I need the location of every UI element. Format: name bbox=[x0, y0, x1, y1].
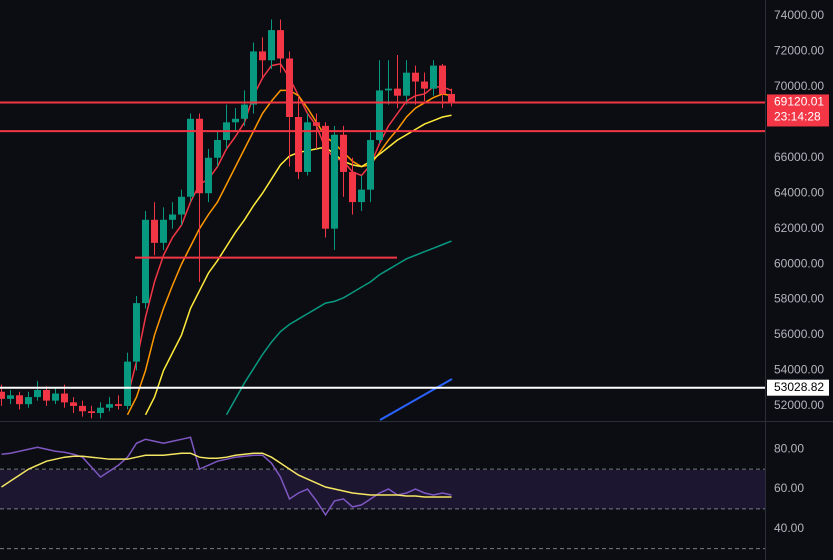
candle-body bbox=[25, 397, 32, 405]
y-tick-label: 66000.00 bbox=[774, 150, 824, 164]
candle-body bbox=[421, 81, 428, 89]
countdown-label: 23:14:28 bbox=[774, 110, 821, 124]
candle-body bbox=[403, 72, 410, 96]
candle-body bbox=[349, 171, 356, 203]
candle-body bbox=[142, 219, 149, 304]
candle-body bbox=[70, 402, 77, 406]
y-tick-label: 80.00 bbox=[774, 441, 804, 455]
price-label: 69120.01 bbox=[774, 95, 824, 109]
y-tick-label: 56000.00 bbox=[774, 327, 824, 341]
rsi-band bbox=[0, 470, 765, 509]
candle-body bbox=[7, 395, 14, 399]
candle-body bbox=[106, 404, 113, 408]
y-tick-label: 54000.00 bbox=[774, 363, 824, 377]
candle-body bbox=[259, 51, 266, 61]
candle-body bbox=[187, 118, 194, 197]
candle-body bbox=[439, 65, 446, 94]
candle-body bbox=[268, 30, 275, 61]
trend-line bbox=[379, 378, 453, 421]
candle-body bbox=[34, 389, 41, 398]
y-tick-label: 70000.00 bbox=[774, 79, 824, 93]
candle-body bbox=[340, 134, 347, 172]
y-tick-label: 72000.00 bbox=[774, 44, 824, 58]
candle-body bbox=[115, 404, 122, 406]
candle-body bbox=[196, 118, 203, 194]
y-tick-label: 64000.00 bbox=[774, 185, 824, 199]
candle-body bbox=[79, 405, 86, 412]
candle-body bbox=[61, 393, 68, 403]
candle-body bbox=[430, 65, 437, 89]
candle-body bbox=[16, 395, 23, 405]
line-series bbox=[1, 452, 452, 498]
candle-body bbox=[241, 104, 248, 119]
candle-body bbox=[178, 196, 185, 215]
candle-body bbox=[169, 214, 176, 220]
candle-body bbox=[88, 411, 95, 414]
y-tick-label: 40.00 bbox=[774, 521, 804, 535]
candle-body bbox=[214, 140, 221, 158]
candle-body bbox=[43, 389, 50, 401]
price-label-box bbox=[767, 379, 829, 396]
candle-body bbox=[412, 72, 419, 82]
candle-body bbox=[376, 90, 383, 141]
candle-body bbox=[385, 88, 392, 91]
candle-body bbox=[322, 125, 329, 229]
candle-body bbox=[160, 219, 167, 243]
candle-body bbox=[97, 407, 104, 414]
candle-body bbox=[394, 88, 401, 96]
candle-body bbox=[151, 219, 158, 243]
candle-body bbox=[448, 93, 455, 103]
y-tick-label: 58000.00 bbox=[774, 292, 824, 306]
candle-body bbox=[52, 393, 59, 401]
candle-body bbox=[358, 189, 365, 203]
y-tick-label: 52000.00 bbox=[774, 398, 824, 412]
candle-body bbox=[313, 122, 320, 126]
candle-body bbox=[277, 30, 284, 59]
candle-body bbox=[367, 140, 374, 190]
y-tick-label: 62000.00 bbox=[774, 221, 824, 235]
line-series bbox=[225, 240, 452, 416]
candle-body bbox=[331, 134, 338, 229]
y-tick-label: 60000.00 bbox=[774, 256, 824, 270]
candle-body bbox=[0, 391, 5, 399]
candle-body bbox=[133, 303, 140, 362]
candle-body bbox=[304, 122, 311, 172]
price-label-box bbox=[767, 94, 829, 127]
y-tick-label: 60.00 bbox=[774, 481, 804, 495]
candle-body bbox=[250, 51, 257, 105]
candle-body bbox=[295, 116, 302, 172]
candle-body bbox=[124, 361, 131, 406]
candle-body bbox=[205, 157, 212, 194]
price-label: 53028.82 bbox=[774, 380, 824, 394]
y-tick-label: 74000.00 bbox=[774, 8, 824, 22]
candle-body bbox=[232, 118, 239, 123]
candle-body bbox=[286, 58, 293, 117]
